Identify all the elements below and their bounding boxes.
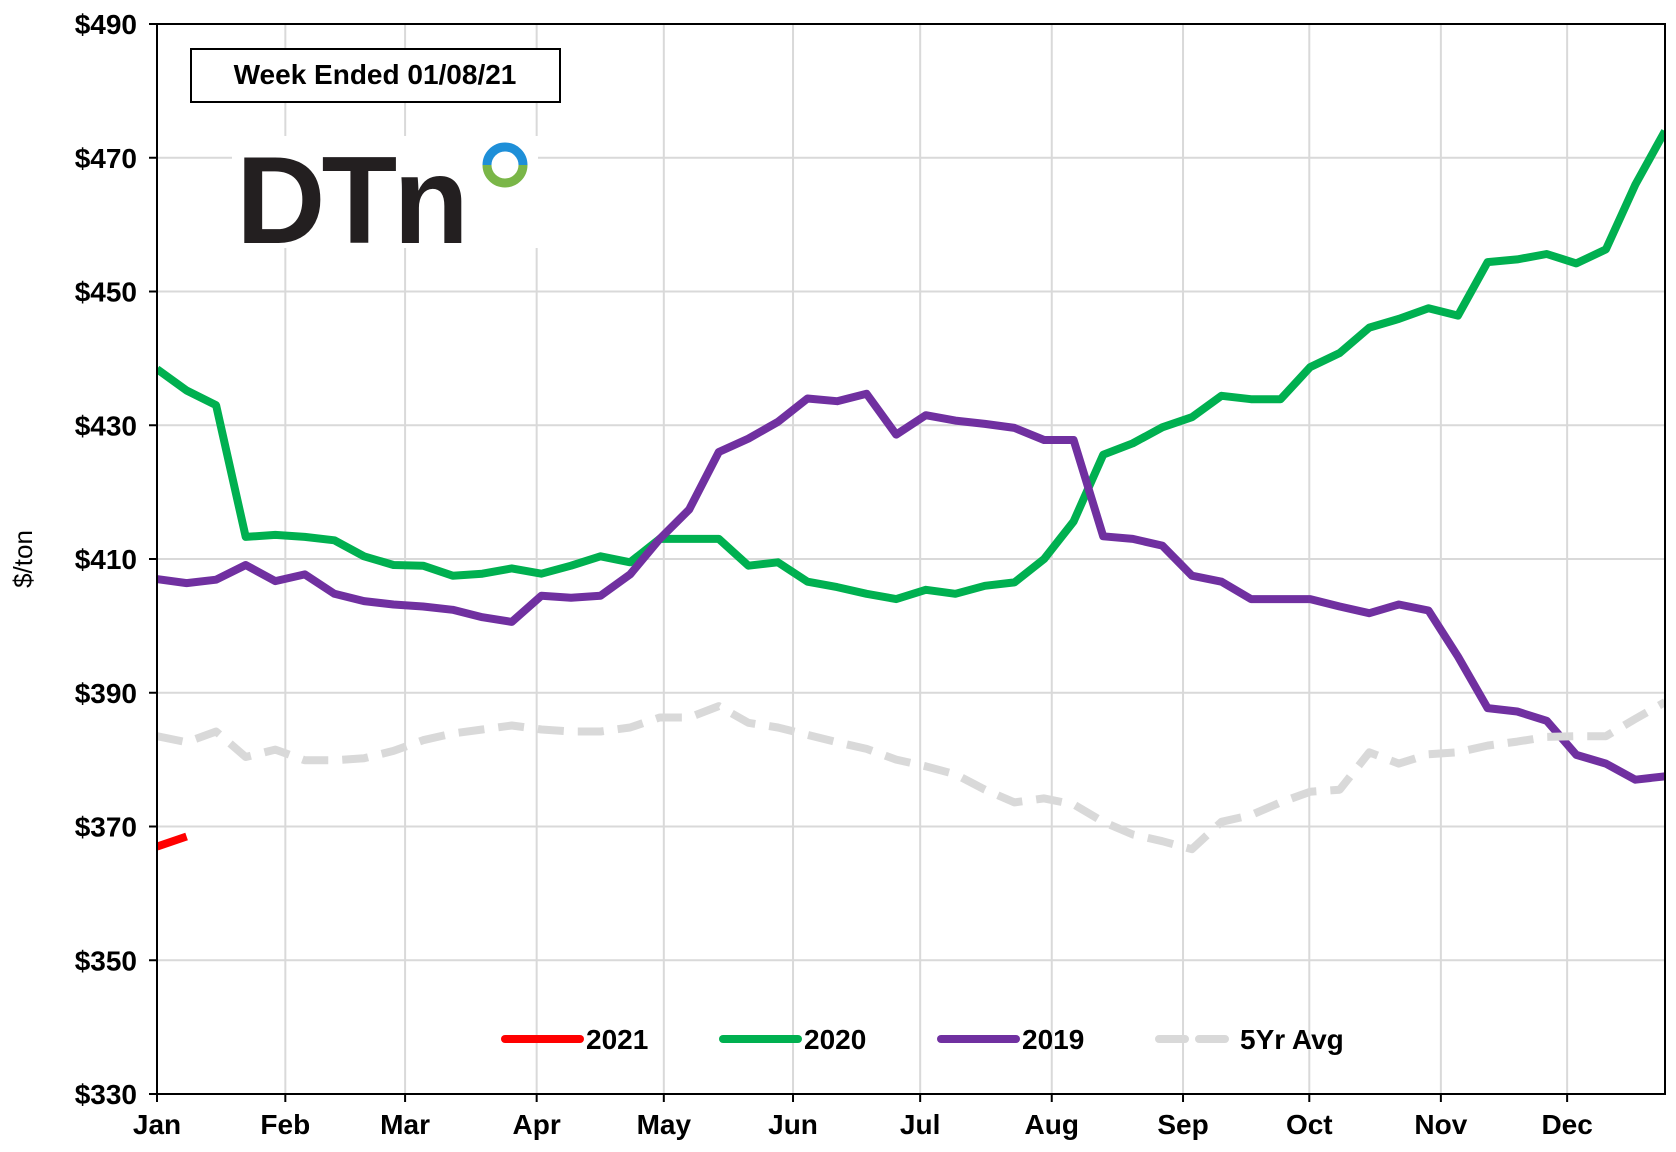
x-tick-label: Mar [380, 1109, 430, 1140]
y-tick-label: $330 [75, 1079, 137, 1110]
annotation: Week Ended 01/08/21 [234, 59, 517, 90]
legend-label: 2021 [586, 1024, 648, 1055]
x-tick-label: Nov [1414, 1109, 1467, 1140]
logo-dot-bottom [482, 164, 528, 188]
series-line [157, 832, 188, 851]
logo-dot-top [482, 142, 528, 166]
x-tick-label: Jan [133, 1109, 181, 1140]
x-tick-label: Dec [1541, 1109, 1592, 1140]
x-tick-label: Jul [900, 1109, 940, 1140]
y-tick-label: $450 [75, 277, 137, 308]
plot-frame [156, 23, 1666, 1095]
x-tick-label: Oct [1286, 1109, 1333, 1140]
y-tick-label: $350 [75, 945, 137, 976]
y-tick-label: $370 [75, 812, 137, 843]
y-axis-label: $/ton [8, 530, 38, 588]
y-tick-label: $410 [75, 544, 137, 575]
plot [157, 129, 1665, 854]
y-tick-label: $470 [75, 143, 137, 174]
y-tick-label: $490 [75, 9, 137, 40]
x-tick-label: Apr [513, 1109, 561, 1140]
x-tick-label: Sep [1157, 1109, 1208, 1140]
legend-label: 2020 [804, 1024, 866, 1055]
logo: DTn [236, 132, 465, 270]
legend: 2021 2020 2019 5Yr Avg [501, 1024, 1344, 1055]
x-tick-label: May [637, 1109, 692, 1140]
x-tick-label: Aug [1025, 1109, 1079, 1140]
annotation-box [190, 48, 561, 103]
series-line [157, 389, 1665, 784]
y-tick-label: $390 [75, 678, 137, 709]
legend-label: 5Yr Avg [1240, 1024, 1344, 1055]
x-tick-label: Jun [768, 1109, 818, 1140]
series-line [157, 129, 1665, 604]
legend-label: 2019 [1022, 1024, 1084, 1055]
y-tick-label: $430 [75, 410, 137, 441]
series-line [157, 698, 1665, 854]
x-tick-label: Feb [260, 1109, 310, 1140]
